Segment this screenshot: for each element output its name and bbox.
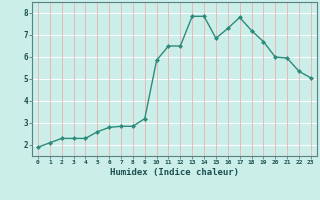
X-axis label: Humidex (Indice chaleur): Humidex (Indice chaleur) xyxy=(110,168,239,177)
